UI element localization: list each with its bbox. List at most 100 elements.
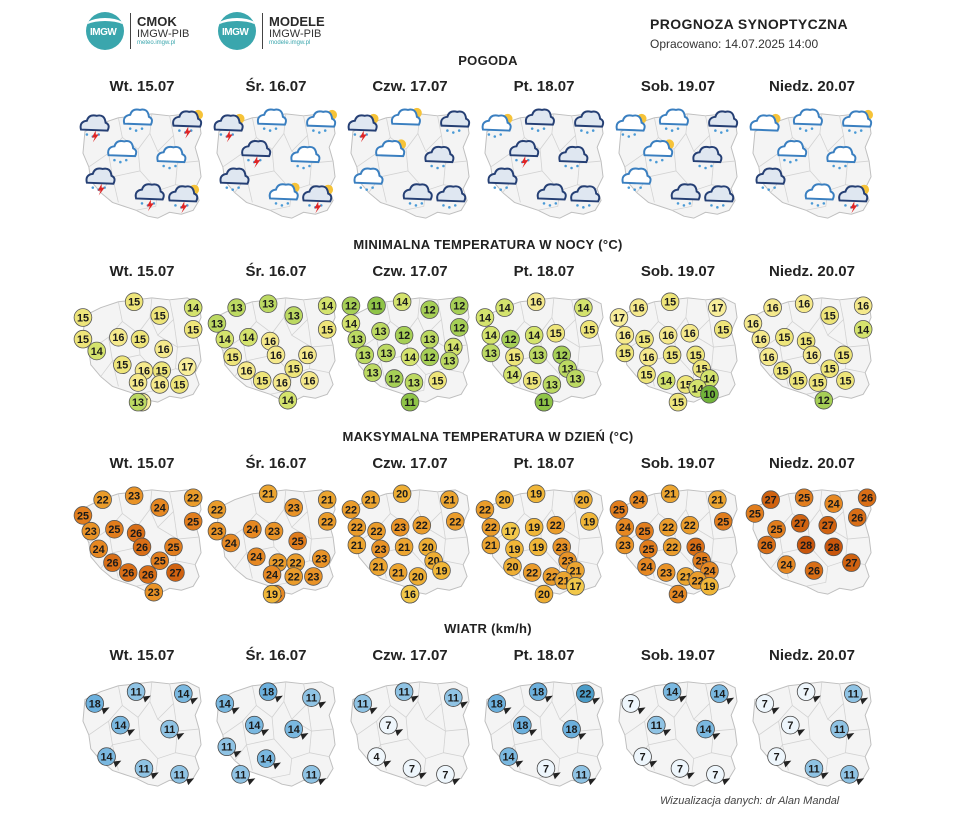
wind-direction-arrow [649,760,658,768]
max-temp-marker: 24 [629,490,648,509]
value-label: 24 [828,499,840,511]
wind-speed-label: 11 [306,769,317,781]
storm-cloud-icon [85,167,116,196]
heavy-rain-cloud-icon [574,110,605,134]
value-label: 22 [684,520,696,532]
max-temp-marker: 27 [761,490,780,509]
voivodeship-border [845,752,866,758]
value-label: 16 [112,332,124,344]
storm-sun-cloud-icon [347,113,379,143]
voivodeship-border [551,683,576,720]
min-temp-marker: 15 [73,308,93,327]
value-label: 24 [246,524,258,536]
wind-speed-label: 11 [174,769,185,781]
voivodeship-border [149,491,174,528]
min-temp-marker: 14 [503,365,522,384]
rain-cloud-icon [107,139,138,164]
value-label: 16 [404,589,416,601]
value-label: 13 [443,356,455,368]
min-temp-marker: 15 [113,355,132,375]
value-label: 15 [550,328,562,340]
min-temp-marker: 13 [377,343,396,363]
value-label: 15 [824,310,836,322]
max-temp-marker: 20 [408,567,428,586]
value-label: 25 [77,510,89,522]
value-label: 25 [108,524,120,536]
value-label: 19 [508,544,520,556]
min-temp-marker: 16 [629,298,648,317]
value-label: 13 [288,310,300,322]
min-temp-marker: 15 [252,371,272,390]
heavy-rain-cloud-icon [536,183,567,207]
value-label: 16 [684,328,696,340]
max-temp-marker: 21 [481,535,501,555]
min-temp-marker: 16 [680,324,700,343]
value-label: 25 [749,508,761,520]
value-label: 28 [828,542,840,554]
voivodeship-border [307,703,312,732]
wind-speed-label: 14 [713,689,725,701]
wind-marker: 18 [513,715,538,736]
min-temp-marker: 15 [635,329,654,349]
value-label: 11 [371,301,382,313]
wind-speed-label: 14 [288,724,300,736]
max-temp-marker: 25 [767,519,786,539]
wind-speed-label: 14 [219,698,231,710]
min-temp-marker: 12 [449,318,469,337]
value-label: 24 [225,538,237,550]
value-label: 14 [479,312,491,324]
imgw-logo-icon: IMGW [218,12,256,50]
max-temp-marker: 24 [247,547,266,567]
voivodeship-border [108,721,113,745]
value-label: 15 [619,348,631,360]
value-label: 14 [506,370,518,382]
value-label: 25 [187,516,199,528]
max-temp-marker: 26 [103,553,122,572]
value-label: 24 [250,552,262,564]
voivodeship-border [843,319,848,348]
voivodeship-border [283,299,308,336]
value-label: 22 [290,558,302,570]
value-label: 13 [374,326,386,338]
max-temp-marker: 22 [93,490,112,509]
voivodeship-border [256,681,287,718]
value-label: 16 [276,377,288,389]
value-label: 15 [666,350,678,362]
voivodeship-border [270,374,293,395]
wind-direction-arrow [452,778,461,786]
min-temp-marker: 14 [656,371,676,390]
value-label: 15 [321,324,333,336]
voivodeship-border [845,368,866,374]
value-label: 14 [447,342,459,354]
max-temp-marker: 26 [138,565,158,584]
wind-direction-arrow [797,729,806,736]
value-label: 21 [398,542,410,554]
value-label: 15 [227,352,239,364]
value-label: 19 [530,489,542,501]
value-label: 16 [642,352,654,364]
max-map: 2221202122222223222021232120212120191816 [341,480,473,604]
wind-direction-arrow [515,760,524,768]
value-label: 15 [432,375,444,387]
value-label: 13 [532,350,544,362]
max-temp-marker: 20 [574,490,593,509]
wind-speed-label: 22 [579,689,591,701]
value-label: 20 [396,489,408,501]
max-temp-marker: 20 [503,557,522,576]
wind-direction-arrow [176,733,185,740]
max-temp-marker: 21 [394,537,414,557]
value-label: 16 [530,297,542,309]
min-temp-marker: 15 [662,345,682,365]
wind-marker: 7 [706,765,731,786]
wind-direction-arrow [275,695,283,703]
wind-direction-arrow [273,762,281,770]
wind-direction-arrow [150,772,159,780]
sun-cloud-icon [390,107,422,126]
wind-marker: 11 [134,759,159,780]
voivodeship-border [806,374,829,395]
rain-cloud-icon [658,108,689,132]
voivodeship-border [843,511,848,540]
wind-marker: 11 [572,765,597,786]
wind-direction-arrow [592,697,601,705]
value-label: 15 [800,336,812,348]
